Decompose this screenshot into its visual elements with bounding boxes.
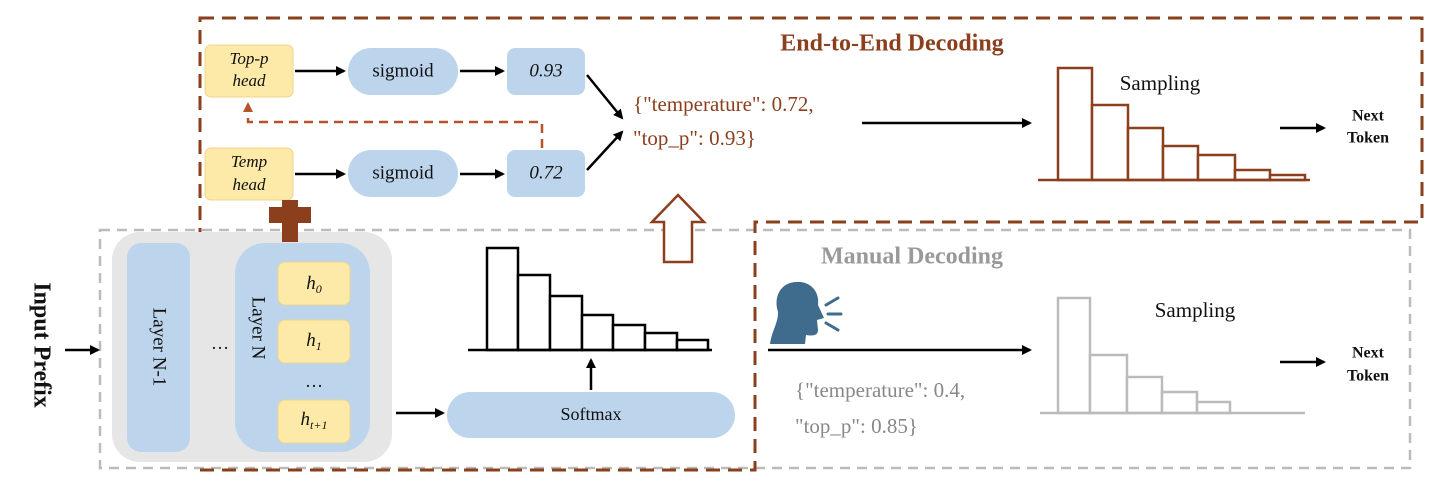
head-label: Temp	[231, 152, 267, 171]
params-text: {"temperature": 0.72,	[633, 92, 814, 116]
sampling-label: Sampling	[1155, 298, 1236, 322]
layer-label: Layer N-1	[149, 308, 170, 387]
next-token: Token	[1347, 130, 1389, 147]
output-value: 0.93	[529, 60, 562, 81]
activation-box	[348, 150, 458, 197]
head-box	[204, 44, 294, 98]
activation-label: sigmoid	[372, 60, 434, 81]
softmax-label: Softmax	[561, 404, 622, 424]
params-text: {"temperature": 0.4,	[795, 378, 965, 402]
activation-label: sigmoid	[372, 162, 434, 183]
histogram	[468, 246, 712, 352]
end-to-end-region	[198, 16, 1424, 472]
ellipsis: …	[211, 333, 229, 353]
next-token: Token	[1347, 368, 1389, 385]
hidden-box	[277, 261, 351, 306]
layer-label: Layer N	[248, 297, 269, 360]
output-box	[507, 48, 585, 95]
end-to-end-title: End-to-End Decoding	[780, 31, 1003, 57]
head-label: head	[232, 175, 266, 194]
output-box	[507, 150, 585, 197]
next-token: Next	[1352, 345, 1385, 362]
hidden-state: ht+1	[301, 409, 328, 431]
histogram	[1038, 66, 1310, 182]
next-token: Next	[1352, 108, 1385, 125]
plus	[269, 207, 311, 223]
softmax-box	[447, 392, 735, 438]
histogram	[1040, 296, 1305, 415]
output-value: 0.72	[529, 162, 563, 183]
hidden-state: h1	[306, 330, 322, 352]
ellipsis: …	[305, 371, 323, 391]
input-label: Input Prefix	[28, 282, 54, 408]
temp-branch: Temp head sigmoid 0.72	[204, 147, 585, 201]
hidden-box	[277, 319, 351, 364]
arrow	[586, 130, 624, 171]
hidden-state: h0	[306, 273, 322, 295]
speaker-icon	[770, 281, 843, 344]
params-text: "top_p": 0.85}	[795, 414, 918, 438]
top-p-branch: Top-p head sigmoid 0.93	[204, 44, 585, 98]
arrow	[586, 74, 624, 120]
hidden-box	[277, 399, 351, 444]
params-text: "top_p": 0.93}	[633, 126, 756, 150]
head-label: Top-p	[229, 49, 268, 68]
head-label: head	[232, 71, 266, 90]
up-arrow	[649, 193, 707, 264]
feedback-arrow	[243, 102, 544, 148]
head-box	[204, 147, 294, 201]
manual-title: Manual Decoding	[821, 244, 1003, 270]
layer-box	[127, 243, 190, 452]
sampling-label: Sampling	[1120, 71, 1201, 95]
activation-box	[348, 48, 458, 95]
